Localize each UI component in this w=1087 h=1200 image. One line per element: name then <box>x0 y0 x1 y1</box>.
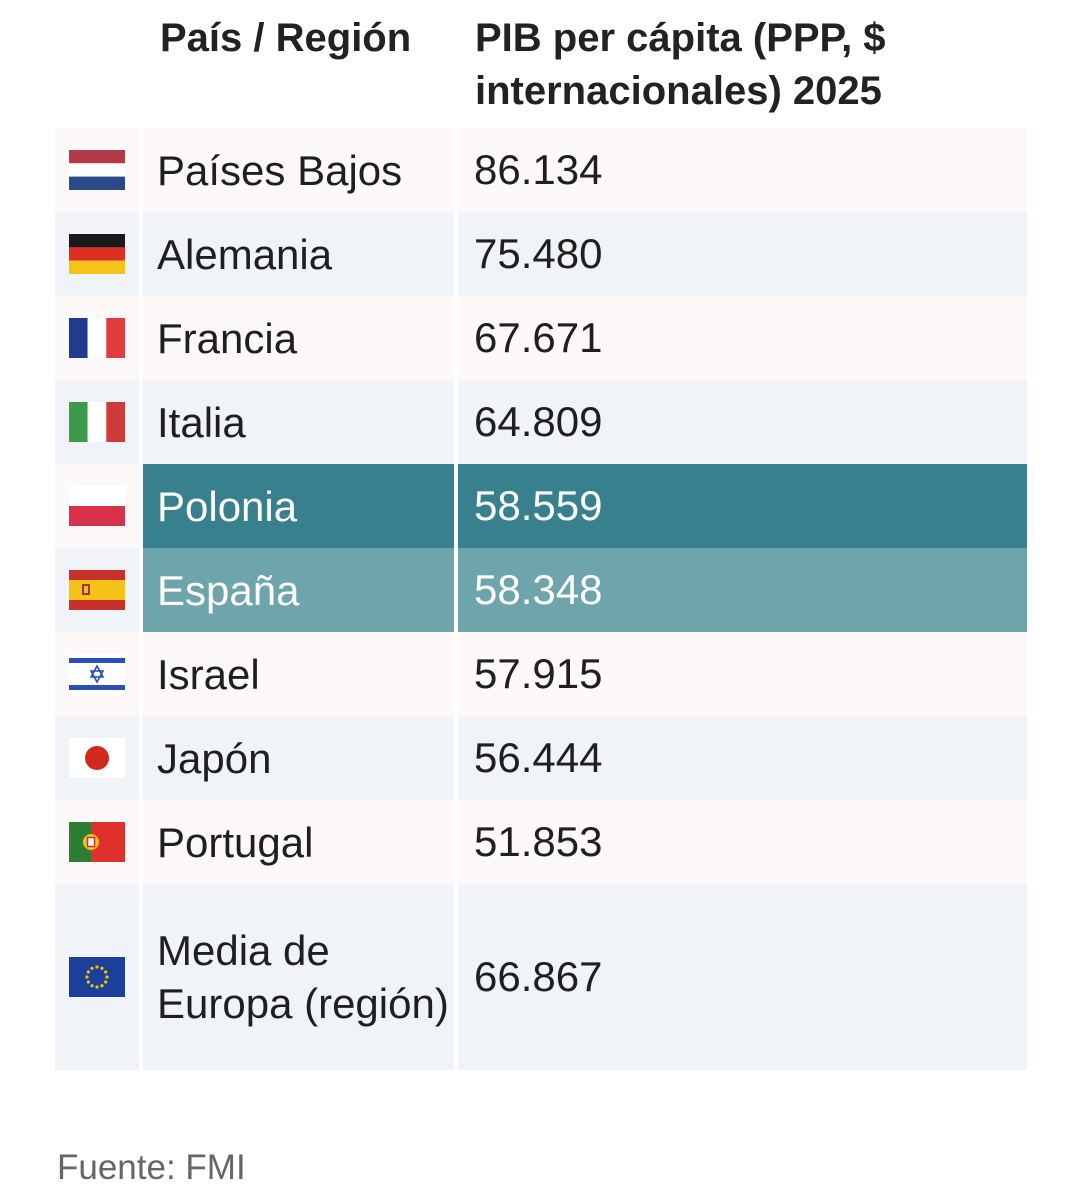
flag-cell <box>55 464 139 548</box>
table-row: Japón 56.444 <box>55 716 1027 800</box>
gdp-value: 86.134 <box>474 146 603 193</box>
country-name: Portugal <box>157 818 314 866</box>
israel-flag-icon <box>69 654 125 694</box>
france-flag-icon <box>69 318 125 358</box>
table-row: Israel 57.915 <box>55 632 1027 716</box>
source-note: Fuente: FMI <box>57 1148 246 1187</box>
country-name: Polonia <box>143 464 454 548</box>
gdp-value: 75.480 <box>474 230 603 277</box>
flag-cell <box>55 632 139 716</box>
country-name: Japón <box>157 734 272 782</box>
table-row-highlighted: Polonia 58.559 <box>55 464 1027 548</box>
gdp-value: 67.671 <box>474 314 603 361</box>
flag-cell <box>55 212 139 296</box>
germany-flag-icon <box>69 234 125 274</box>
gdp-value: 58.348 <box>458 548 1027 632</box>
country-name: Francia <box>157 314 298 362</box>
gdp-value: 64.809 <box>474 398 603 445</box>
table-row-average: Media de Europa (región) 66.867 <box>55 884 1027 1070</box>
portugal-flag-icon <box>69 822 125 862</box>
flag-cell <box>55 128 139 212</box>
flag-cell <box>55 380 139 464</box>
table-row: Italia 64.809 <box>55 380 1027 464</box>
flag-cell <box>55 296 139 380</box>
flag-cell <box>55 548 139 632</box>
gdp-value: 66.867 <box>474 953 603 1000</box>
eu-flag-icon <box>69 957 125 997</box>
country-name: Países Bajos <box>157 146 403 194</box>
header-country: País / Región <box>160 16 412 60</box>
table-row: Francia 67.671 <box>55 296 1027 380</box>
japan-flag-icon <box>69 738 125 778</box>
table-row: Alemania 75.480 <box>55 212 1027 296</box>
spain-flag-icon <box>69 570 125 610</box>
italy-flag-icon <box>69 402 125 442</box>
table-row: Países Bajos 86.134 <box>55 128 1027 212</box>
gdp-table: Países Bajos 86.134 Alemania 75.480 <box>55 128 1027 1070</box>
table-row-highlighted: España 58.348 <box>55 548 1027 632</box>
flag-cell <box>55 716 139 800</box>
header-gdp: PIB per cápita (PPP, $ internacionales) … <box>475 16 886 113</box>
gdp-value: 56.444 <box>474 734 603 781</box>
country-name: Media de Europa (región) <box>157 927 449 1027</box>
table-row: Portugal 51.853 <box>55 800 1027 884</box>
gdp-value: 58.559 <box>458 464 1027 548</box>
country-name: Alemania <box>157 230 333 278</box>
gdp-value: 51.853 <box>474 818 603 865</box>
flag-cell <box>55 800 139 884</box>
gdp-value: 57.915 <box>474 650 603 697</box>
country-name: Israel <box>157 650 260 698</box>
netherlands-flag-icon <box>69 150 125 190</box>
country-name: Italia <box>157 398 246 446</box>
poland-flag-icon <box>69 486 125 526</box>
country-name: España <box>143 548 454 632</box>
flag-cell <box>55 884 139 1070</box>
